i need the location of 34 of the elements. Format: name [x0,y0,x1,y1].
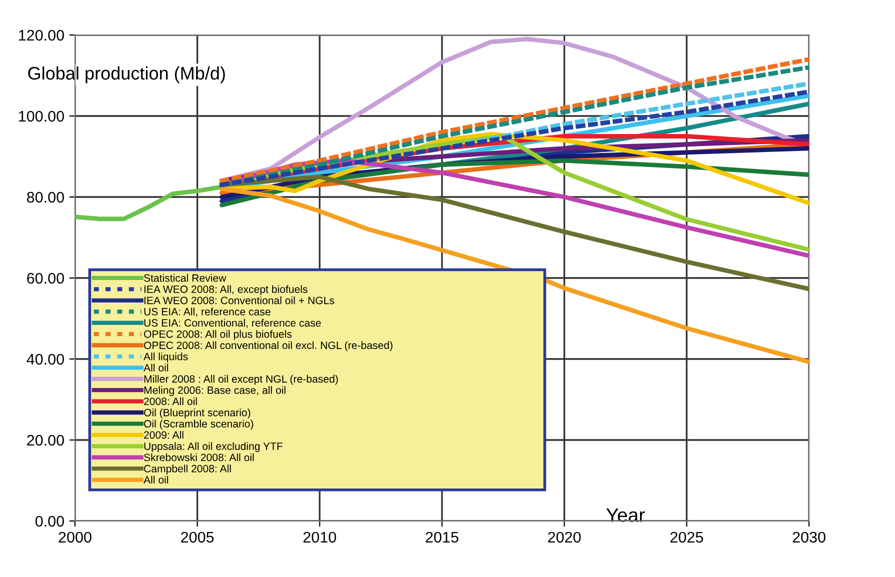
legend-label: Oil (Scramble scenario) [144,420,254,430]
x-tick-label: 2010 [303,532,336,543]
legend-label: Oil (Blueprint scenario) [144,408,250,418]
legend-label: IEA WEO 2008: Conventional oil + NGLs [144,296,334,304]
x-tick-label: 2015 [426,532,458,543]
legend-label: US EIA: All, reference case [144,308,270,317]
legend-label: All oil [144,476,168,484]
y-tick-label: 100.00 [19,110,64,122]
x-tick-label: 2000 [58,532,92,543]
legend-label: All oil [144,364,168,372]
y-axis-title: Global production (Mb/d) [28,66,225,84]
y-tick-label: 60.00 [27,272,64,284]
x-tick-label: 2005 [181,532,214,543]
y-tick-label: 0.00 [35,516,64,527]
y-tick-label: 120.00 [19,30,64,41]
legend-label: Campbell 2008: All [144,464,231,474]
legend-label: OPEC 2008: All oil plus biofuels [144,330,292,340]
legend-label: Uppsala: All oil excluding YTF [144,442,283,452]
x-tick-label: 2020 [548,532,581,543]
legend-label: US EIA: Conventional, reference case [144,318,321,328]
x-tick-label: 2025 [670,532,704,543]
legend-label: Statistical Review [144,274,226,282]
legend-label: Miller 2008 : All oil except NGL (re-based) [144,374,338,385]
legend-label: 2008: All oil [144,397,197,406]
legend-label: 2009: All [144,430,184,439]
y-tick-label: 20.00 [27,434,64,446]
legend-label: Skrebowski 2008: All oil [144,453,254,462]
x-tick-label: 2030 [792,532,826,543]
legend-label: OPEC 2008: All conventional oil excl. NGL (re-based) [144,341,392,352]
y-tick-label: 80.00 [27,192,64,203]
y-tick-label: 40.00 [26,354,64,365]
legend-label: All liquids [144,352,188,362]
legend-label: IEA WEO 2008: All, except biofuels [144,285,308,296]
legend-label: Meling 2006: Base case, all oil [144,386,286,396]
